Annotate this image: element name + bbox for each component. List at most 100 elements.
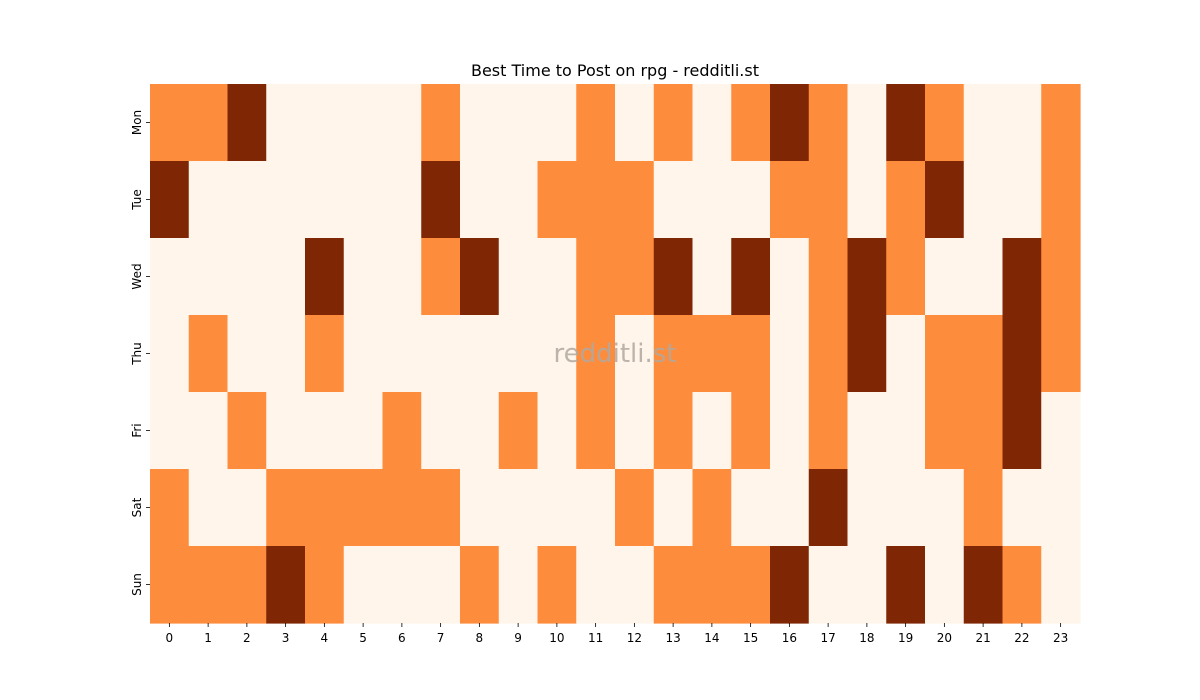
heatmap-cell-tue-7 bbox=[421, 161, 461, 239]
heatmap-cell-wed-1 bbox=[188, 238, 229, 316]
heatmap-cell-fri-1 bbox=[188, 392, 229, 470]
chart-title: Best Time to Post on rpg - redditli.st bbox=[471, 61, 759, 80]
heatmap-cell-sat-5 bbox=[343, 469, 384, 547]
x-tick-label: 19 bbox=[898, 631, 913, 645]
heatmap-cell-wed-15 bbox=[731, 238, 771, 316]
x-tick-label: 6 bbox=[398, 631, 406, 645]
heatmap-cell-sat-4 bbox=[305, 469, 345, 547]
heatmap-cell-thu-21 bbox=[963, 315, 1004, 393]
heatmap-cell-wed-22 bbox=[1002, 238, 1042, 316]
heatmap-cell-fri-15 bbox=[731, 392, 771, 470]
heatmap-cell-thu-8 bbox=[460, 315, 500, 393]
heatmap-cell-wed-23 bbox=[1041, 238, 1081, 316]
heatmap-cell-sun-23 bbox=[1041, 546, 1081, 624]
heatmap-cell-mon-23 bbox=[1041, 84, 1081, 162]
watermark: redditli.st bbox=[554, 339, 677, 369]
heatmap-cell-sat-21 bbox=[963, 469, 1004, 547]
heatmap-cell-sat-13 bbox=[653, 469, 694, 547]
x-tick-label: 14 bbox=[704, 631, 719, 645]
heatmap-cell-wed-16 bbox=[770, 238, 810, 316]
x-tick-label: 13 bbox=[665, 631, 680, 645]
heatmap-cell-mon-3 bbox=[266, 84, 306, 162]
heatmap-cell-tue-2 bbox=[227, 161, 267, 239]
heatmap-cell-thu-18 bbox=[847, 315, 887, 393]
heatmap-cell-sun-20 bbox=[925, 546, 965, 624]
heatmap-cell-tue-4 bbox=[305, 161, 345, 239]
heatmap-cell-mon-13 bbox=[653, 84, 694, 162]
x-tick-label: 23 bbox=[1053, 631, 1068, 645]
heatmap-cell-sun-21 bbox=[963, 546, 1004, 624]
heatmap-cell-wed-0 bbox=[150, 238, 190, 316]
heatmap-cell-tue-21 bbox=[963, 161, 1004, 239]
heatmap-cell-thu-5 bbox=[343, 315, 384, 393]
heatmap-cell-fri-12 bbox=[615, 392, 655, 470]
heatmap-cell-sat-17 bbox=[808, 469, 849, 547]
heatmap-cell-wed-17 bbox=[808, 238, 849, 316]
heatmap-cell-thu-6 bbox=[382, 315, 422, 393]
heatmap-cell-sun-18 bbox=[847, 546, 887, 624]
heatmap-cell-wed-11 bbox=[576, 238, 616, 316]
x-tick-label: 11 bbox=[588, 631, 603, 645]
heatmap-cell-sun-13 bbox=[653, 546, 694, 624]
heatmap-cell-mon-0 bbox=[150, 84, 190, 162]
heatmap-cell-sat-16 bbox=[770, 469, 810, 547]
heatmap-cell-mon-5 bbox=[343, 84, 384, 162]
heatmap-cell-tue-13 bbox=[653, 161, 694, 239]
heatmap-cell-wed-6 bbox=[382, 238, 422, 316]
heatmap-cell-fri-20 bbox=[925, 392, 965, 470]
heatmap-cell-thu-23 bbox=[1041, 315, 1081, 393]
heatmap-cell-sat-14 bbox=[692, 469, 732, 547]
heatmap-cell-tue-0 bbox=[150, 161, 190, 239]
heatmap-cell-wed-4 bbox=[305, 238, 345, 316]
heatmap-cell-sun-12 bbox=[615, 546, 655, 624]
heatmap-cell-fri-9 bbox=[498, 392, 539, 470]
heatmap-cell-sun-11 bbox=[576, 546, 616, 624]
x-tick-label: 18 bbox=[859, 631, 874, 645]
heatmap-cell-tue-3 bbox=[266, 161, 306, 239]
heatmap-cell-tue-5 bbox=[343, 161, 384, 239]
y-tick-label: Sun bbox=[130, 573, 144, 596]
heatmap-cell-fri-2 bbox=[227, 392, 267, 470]
heatmap-cell-mon-6 bbox=[382, 84, 422, 162]
heatmap-cell-mon-14 bbox=[692, 84, 732, 162]
x-tick-label: 8 bbox=[476, 631, 484, 645]
x-tick-label: 7 bbox=[437, 631, 445, 645]
heatmap-cell-thu-3 bbox=[266, 315, 306, 393]
x-tick-label: 2 bbox=[243, 631, 251, 645]
heatmap-cell-wed-20 bbox=[925, 238, 965, 316]
heatmap-cell-wed-2 bbox=[227, 238, 267, 316]
heatmap-cell-fri-21 bbox=[963, 392, 1004, 470]
x-tick-label: 21 bbox=[975, 631, 990, 645]
y-tick-label: Tue bbox=[130, 189, 144, 211]
heatmap-cell-sat-3 bbox=[266, 469, 306, 547]
heatmap-cell-fri-16 bbox=[770, 392, 810, 470]
heatmap-cell-sun-1 bbox=[188, 546, 229, 624]
heatmap-cell-mon-21 bbox=[963, 84, 1004, 162]
heatmap-cell-sun-10 bbox=[537, 546, 577, 624]
heatmap-cell-fri-22 bbox=[1002, 392, 1042, 470]
heatmap-cell-mon-10 bbox=[537, 84, 577, 162]
x-tick-label: 5 bbox=[359, 631, 367, 645]
heatmap-cell-sun-9 bbox=[498, 546, 539, 624]
x-tick-label: 15 bbox=[743, 631, 758, 645]
heatmap-cell-sun-22 bbox=[1002, 546, 1042, 624]
heatmap-cell-thu-12 bbox=[615, 315, 655, 393]
heatmap-cell-sun-2 bbox=[227, 546, 267, 624]
heatmap-cell-sat-19 bbox=[886, 469, 926, 547]
heatmap-cell-sun-6 bbox=[382, 546, 422, 624]
y-axis: Mon Tue Wed Thu Fri Sat Sun bbox=[130, 110, 150, 596]
heatmap-cell-tue-6 bbox=[382, 161, 422, 239]
heatmap-cell-wed-21 bbox=[963, 238, 1004, 316]
y-tick-label: Sat bbox=[130, 497, 144, 517]
x-tick-label: 12 bbox=[627, 631, 642, 645]
heatmap-cell-tue-14 bbox=[692, 161, 732, 239]
heatmap-cell-fri-5 bbox=[343, 392, 384, 470]
heatmap-cell-wed-5 bbox=[343, 238, 384, 316]
heatmap-cell-mon-9 bbox=[498, 84, 539, 162]
heatmap-cell-mon-19 bbox=[886, 84, 926, 162]
heatmap-cell-wed-12 bbox=[615, 238, 655, 316]
heatmap-cell-wed-8 bbox=[460, 238, 500, 316]
heatmap-cell-fri-8 bbox=[460, 392, 500, 470]
heatmap-cell-fri-4 bbox=[305, 392, 345, 470]
x-tick-label: 10 bbox=[549, 631, 564, 645]
